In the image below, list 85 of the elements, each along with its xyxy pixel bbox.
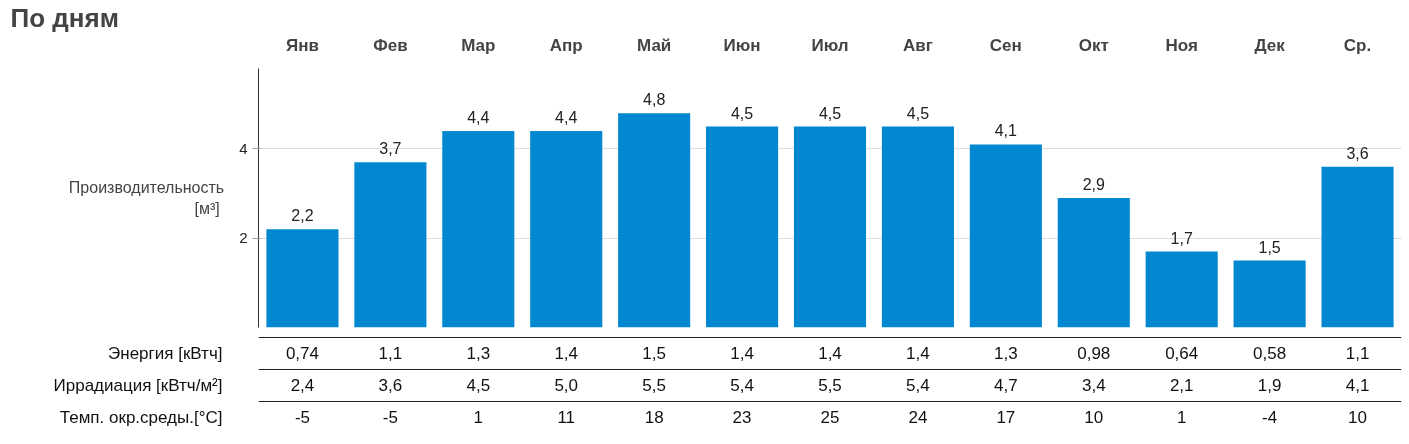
text: -5 bbox=[382, 408, 398, 428]
bar bbox=[266, 229, 339, 328]
text: Иррадиация [кВтч/м²] bbox=[53, 375, 223, 395]
data-label: 4,5 bbox=[730, 104, 754, 122]
x-tick-label: Апр bbox=[549, 35, 583, 55]
bar bbox=[442, 131, 515, 328]
text: 23 bbox=[732, 408, 752, 428]
text: -4 bbox=[1262, 408, 1278, 428]
x-tick-label: Май bbox=[637, 35, 672, 55]
x-tick-label: Фев bbox=[373, 35, 408, 55]
text: 1,9 bbox=[1257, 376, 1282, 396]
data-label: 4,8 bbox=[643, 91, 666, 109]
text: 1,4 bbox=[818, 344, 842, 364]
x-tick-label: Сен bbox=[989, 35, 1022, 55]
text: 17 bbox=[996, 408, 1016, 428]
text: 1,4 bbox=[554, 344, 579, 364]
chart-title: По дням bbox=[10, 2, 119, 33]
text: 11 bbox=[557, 408, 576, 428]
text: 4,5 bbox=[466, 376, 491, 396]
bar bbox=[530, 131, 603, 328]
y-tick-label: 2 bbox=[239, 229, 248, 247]
text: 10 bbox=[1348, 408, 1368, 428]
y-axis-title: Производительность [м³] bbox=[68, 179, 225, 217]
data-label: 4,1 bbox=[994, 122, 1018, 140]
text: 5,4 bbox=[730, 376, 754, 396]
x-tick-label: Дек bbox=[1254, 35, 1286, 55]
x-tick-label: Авг bbox=[903, 35, 933, 55]
x-tick-label: Янв bbox=[285, 35, 319, 55]
bar bbox=[881, 126, 954, 328]
y-tick-label: 4 bbox=[239, 139, 248, 157]
text: 10 bbox=[1084, 408, 1104, 428]
bar bbox=[1321, 166, 1394, 328]
text: 1,3 bbox=[994, 344, 1018, 364]
text: Темп. окр.среды.[°C] bbox=[59, 407, 223, 427]
text: 1,4 bbox=[906, 344, 930, 364]
text: 1,4 bbox=[730, 344, 754, 364]
bar bbox=[969, 144, 1042, 328]
text: 5,0 bbox=[554, 376, 579, 396]
text: 5,5 bbox=[818, 376, 842, 396]
data-label: 2,2 bbox=[291, 207, 314, 225]
bar bbox=[793, 126, 867, 328]
text: 5,5 bbox=[642, 376, 666, 396]
text: 0,98 bbox=[1077, 344, 1111, 364]
x-tick-label: Окт bbox=[1078, 35, 1109, 55]
text: 3,4 bbox=[1081, 376, 1106, 396]
text: Энергия [кВтч] bbox=[108, 343, 223, 363]
text: 0,58 bbox=[1253, 344, 1287, 364]
text: 4,7 bbox=[994, 376, 1018, 396]
text: 2,4 bbox=[290, 376, 315, 396]
text: 0,74 bbox=[285, 344, 320, 364]
data-label: 3,6 bbox=[1346, 144, 1369, 162]
text: 1 bbox=[1176, 408, 1187, 428]
text: 4,1 bbox=[1345, 376, 1370, 396]
data-label: 4,5 bbox=[906, 104, 930, 122]
bar bbox=[354, 162, 427, 328]
bar bbox=[1233, 260, 1306, 328]
x-tick-label: Июн bbox=[723, 35, 761, 55]
text: 2,1 bbox=[1169, 376, 1194, 396]
x-tick-label: Ср. bbox=[1343, 35, 1372, 55]
text: 5,4 bbox=[906, 376, 930, 396]
data-label: 1,5 bbox=[1258, 238, 1281, 256]
text: 24 bbox=[908, 408, 928, 428]
text: 1,1 bbox=[1345, 344, 1370, 364]
text: 0,64 bbox=[1165, 344, 1199, 364]
text: 1,1 bbox=[378, 344, 403, 364]
text: -5 bbox=[294, 408, 311, 428]
bar bbox=[1145, 251, 1218, 328]
data-label: 4,4 bbox=[555, 109, 578, 127]
data-label: 1,7 bbox=[1170, 229, 1193, 247]
x-tick-label: Ноя bbox=[1165, 35, 1198, 55]
data-label: 4,5 bbox=[818, 104, 842, 122]
text: 1,5 bbox=[642, 344, 666, 364]
bar bbox=[618, 113, 691, 328]
data-label: 4,4 bbox=[467, 109, 490, 127]
data-label: 2,9 bbox=[1082, 176, 1105, 193]
text: 1 bbox=[473, 408, 484, 428]
text: 18 bbox=[644, 408, 664, 428]
text: 1,3 bbox=[466, 344, 491, 364]
x-tick-label: Июл bbox=[811, 35, 849, 55]
data-label: 3,7 bbox=[379, 140, 402, 158]
x-tick-label: Мар bbox=[461, 35, 496, 55]
text: 3,6 bbox=[378, 376, 403, 396]
bar bbox=[706, 126, 779, 328]
text: 25 bbox=[820, 408, 840, 428]
bar bbox=[1057, 198, 1130, 328]
